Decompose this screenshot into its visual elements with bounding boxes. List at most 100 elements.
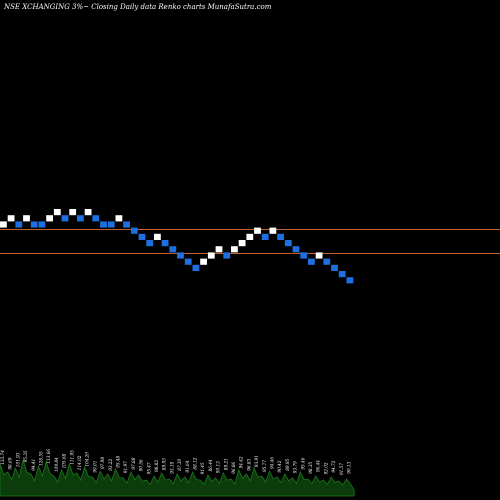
volume-label: 104.20 [85, 452, 90, 467]
renko-brick [53, 209, 61, 216]
renko-brick [0, 221, 7, 228]
renko-brick [123, 221, 130, 228]
renko-brick [284, 240, 292, 247]
volume-label: 95.35 [23, 450, 28, 462]
volume-area [0, 458, 355, 497]
renko-brick [146, 240, 154, 247]
renko-brick [192, 264, 200, 271]
renko-brick [15, 221, 23, 228]
volume-label: 88.12 [193, 457, 198, 469]
volume-label: 90.13 [216, 461, 221, 473]
renko-brick [231, 246, 238, 253]
renko-brick [277, 233, 284, 240]
volume-label: 113.66 [46, 449, 51, 464]
renko-brick [100, 221, 107, 228]
renko-brick [238, 240, 246, 247]
volume-label: 101.93 [15, 452, 20, 467]
renko-brick [207, 252, 215, 259]
volume-label: 86.44 [208, 459, 213, 471]
renko-brick [308, 258, 315, 265]
renko-brick [130, 227, 138, 234]
volume-label: 90.13 [347, 461, 352, 473]
volume-label: 90.42 [277, 460, 282, 472]
renko-brick [138, 233, 146, 240]
renko-brick [69, 209, 77, 216]
volume-label: 92.02 [323, 462, 328, 474]
volume-label: 89.93 [162, 458, 167, 470]
renko-brick [115, 215, 123, 222]
renko-brick [254, 227, 261, 234]
renko-brick [61, 215, 69, 222]
volume-label: 93.19 [169, 461, 174, 473]
renko-brick [300, 252, 308, 259]
renko-bricks [0, 209, 354, 284]
volume-label: 98.35 [308, 461, 313, 473]
volume-label: 89.21 [223, 458, 228, 470]
volume-label: 98.82 [154, 460, 159, 472]
volume-label: 91.57 [339, 463, 344, 475]
renko-brick [107, 221, 115, 228]
volume-label: 96.44 [316, 460, 321, 472]
chart-title: NSE XCHANGING 3%~ Closing Daily data Ren… [3, 3, 272, 11]
volume-label: 94.41 [31, 459, 36, 471]
renko-brick [177, 252, 184, 259]
renko-brick [338, 271, 346, 278]
volume-label: 91.64 [185, 460, 190, 472]
volume-label: 95.46 [300, 457, 305, 469]
reference-lines [0, 229, 500, 254]
renko-brick [154, 233, 161, 240]
renko-brick [169, 246, 177, 253]
volume-label: 95.48 [116, 455, 121, 467]
volume-label: 87.30 [177, 458, 182, 470]
renko-brick [331, 264, 338, 271]
volume-label: 94.46 [270, 457, 275, 469]
renko-brick [161, 240, 169, 247]
renko-brick [261, 233, 269, 240]
volume-label: 91.45 [200, 462, 205, 474]
renko-brick [223, 252, 231, 259]
renko-brick [184, 258, 192, 265]
volume-label: 133.74 [0, 450, 5, 465]
volume-label: 94.72 [331, 460, 336, 472]
volume-label: 109.84 [54, 457, 59, 472]
renko-brick [38, 221, 46, 228]
volume-label: 93.79 [293, 461, 298, 473]
renko-brick [315, 252, 323, 259]
volume-label: 96.83 [246, 458, 251, 470]
renko-brick [92, 215, 100, 222]
volume-label: 91.97 [123, 461, 128, 473]
volume-label: 114.02 [77, 455, 82, 470]
volume-label: 93.91 [254, 455, 259, 467]
volume-label: 128.55 [39, 451, 44, 466]
renko-brick [346, 277, 354, 284]
renko-brick [84, 209, 92, 216]
renko-brick [7, 215, 15, 222]
renko-brick [269, 227, 277, 234]
volume-silhouette [0, 458, 355, 497]
volume-label: 89.95 [285, 458, 290, 470]
renko-brick [200, 258, 207, 265]
volume-label: 97.98 [100, 457, 105, 469]
renko-brick [323, 258, 331, 265]
volume-label: 95.47 [146, 462, 151, 474]
volume-label: 97.88 [131, 457, 136, 469]
renko-brick [292, 246, 300, 253]
renko-brick [77, 215, 84, 222]
renko-brick [30, 221, 38, 228]
volume-label: 105.68 [62, 453, 67, 468]
volume-label: 94.42 [239, 456, 244, 468]
volume-label: 96.86 [231, 461, 236, 473]
renko-brick [23, 215, 30, 222]
renko-brick [215, 246, 223, 253]
renko-brick [246, 233, 254, 240]
volume-label: 90.56 [139, 459, 144, 471]
renko-brick [46, 215, 53, 222]
volume-label: 98.69 [8, 457, 13, 469]
volume-label: 93.22 [108, 458, 113, 470]
volume-label: 111.95 [69, 450, 74, 465]
volume-label: 99.01 [92, 461, 97, 473]
volume-label: 95.77 [262, 460, 267, 472]
